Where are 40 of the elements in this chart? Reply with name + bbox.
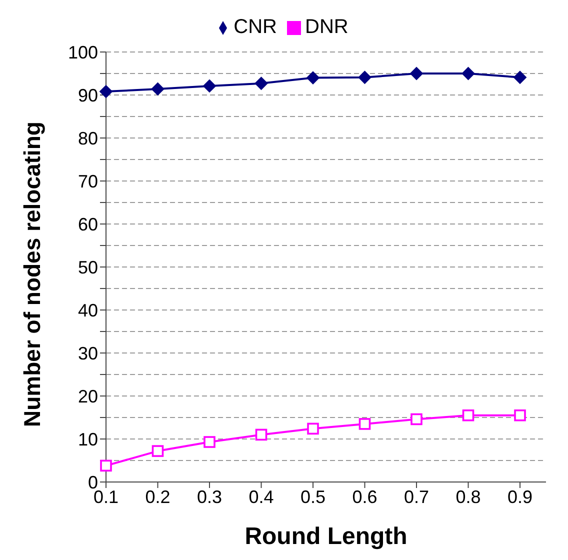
point — [204, 436, 216, 448]
y-tick-label: 40 — [78, 300, 98, 320]
point — [514, 70, 526, 84]
x-tick-label: 0.9 — [507, 486, 533, 507]
y-axis-title: Number of nodes relocating — [19, 122, 46, 427]
legend-label: DNR — [305, 16, 348, 38]
y-tick-label: 30 — [78, 343, 98, 364]
point — [254, 76, 268, 90]
point — [306, 71, 320, 84]
point — [410, 413, 422, 426]
y-tick-label: 60 — [78, 214, 98, 234]
point — [514, 409, 526, 422]
point — [151, 82, 164, 96]
y-tick-label: 90 — [78, 85, 98, 106]
legend-label: CNR — [234, 16, 277, 38]
point — [100, 85, 112, 98]
y-tick-label: 80 — [78, 128, 98, 148]
x-axis-title: Round Length — [244, 523, 408, 550]
point — [358, 70, 372, 84]
point — [203, 79, 216, 92]
x-tick-label: 0.6 — [352, 486, 378, 507]
y-tick-label: 50 — [78, 257, 98, 278]
point — [307, 422, 319, 435]
point — [462, 409, 474, 422]
point — [410, 67, 423, 80]
point — [100, 460, 112, 472]
point — [152, 445, 164, 457]
y-tick-label: 100 — [68, 42, 98, 62]
point — [358, 418, 371, 430]
x-tick-label: 0.3 — [196, 486, 222, 507]
point — [462, 67, 475, 80]
y-tick-label: 10 — [78, 429, 98, 450]
x-tick-label: 0.4 — [248, 486, 274, 507]
x-tick-label: 0.7 — [404, 486, 430, 507]
x-tick-label: 0.2 — [145, 486, 170, 507]
y-tick-label: 70 — [78, 171, 98, 192]
point — [255, 428, 268, 441]
x-tick-label: 0.8 — [456, 486, 481, 507]
y-tick-label: 20 — [78, 386, 98, 406]
x-tick-label: 0.5 — [300, 486, 326, 507]
